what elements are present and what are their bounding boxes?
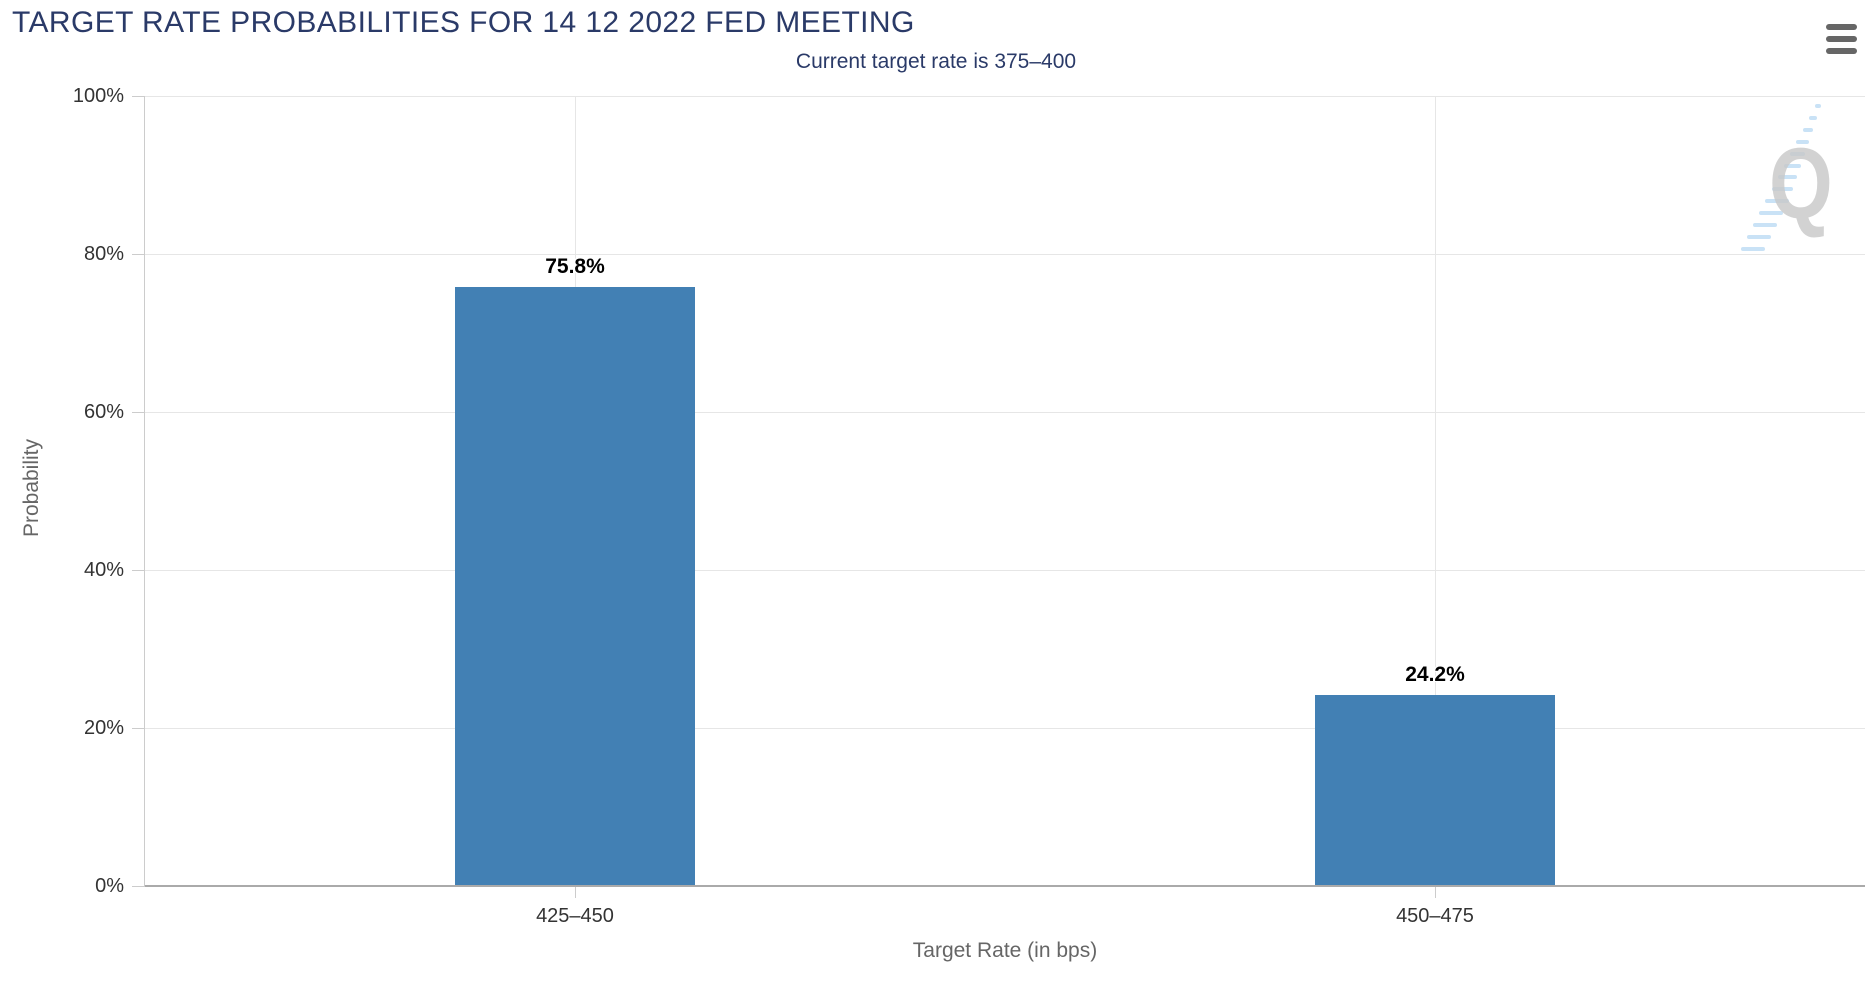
bar-450-475[interactable] xyxy=(1315,694,1555,886)
x-gridline xyxy=(1435,96,1436,886)
x-axis-line xyxy=(145,885,1865,887)
chart-subtitle: Current target rate is 375–400 xyxy=(795,50,1077,73)
watermark-dash xyxy=(1796,139,1809,144)
bar-value-label: 75.8% xyxy=(545,255,605,279)
y-gridline xyxy=(145,411,1865,413)
watermark-dash xyxy=(1753,223,1777,227)
x-axis-tick xyxy=(1435,886,1436,898)
watermark-dash xyxy=(1808,115,1817,120)
x-axis-tick xyxy=(575,886,576,898)
watermark-dash xyxy=(1802,127,1813,132)
watermark-dash xyxy=(1740,246,1765,251)
watermark-dash xyxy=(1765,199,1789,204)
y-gridline xyxy=(145,95,1865,97)
y-axis-label: 100% xyxy=(72,85,124,107)
hamburger-menu-icon[interactable] xyxy=(1826,24,1858,54)
x-axis-title: Target Rate (in bps) xyxy=(912,939,1098,962)
x-axis-label: 425–450 xyxy=(536,905,614,927)
watermark-dash xyxy=(1746,234,1771,239)
watermark-dash xyxy=(1790,151,1805,156)
hamburger-bar xyxy=(1826,48,1857,54)
y-axis-label: 20% xyxy=(83,717,124,739)
watermark-logo: Q xyxy=(1735,100,1865,260)
watermark-dash xyxy=(1815,104,1821,108)
y-axis-label: 40% xyxy=(83,559,124,581)
watermark-dash xyxy=(1777,175,1797,180)
hamburger-bar xyxy=(1826,36,1857,42)
y-gridline xyxy=(145,569,1865,571)
y-axis-tick xyxy=(132,96,145,97)
hamburger-bar xyxy=(1826,24,1857,30)
y-axis-line xyxy=(144,96,145,886)
y-axis-label: 60% xyxy=(83,401,124,423)
y-gridline xyxy=(145,727,1865,729)
watermark-dash xyxy=(1759,211,1784,216)
y-axis-tick xyxy=(132,728,145,729)
bar-value-label: 24.2% xyxy=(1405,662,1465,686)
y-axis-tick xyxy=(132,254,145,255)
y-axis-tick xyxy=(132,412,145,413)
y-gridline xyxy=(145,253,1865,255)
x-axis-label: 450–475 xyxy=(1396,905,1474,927)
y-axis-tick xyxy=(132,570,145,571)
chart-title: TARGET RATE PROBABILITIES FOR 14 12 2022… xyxy=(12,6,915,39)
watermark-dash xyxy=(1784,163,1801,168)
y-axis-label: 0% xyxy=(95,875,124,897)
y-axis-tick xyxy=(132,886,145,887)
bar-425-450[interactable] xyxy=(455,287,695,886)
watermark-dash xyxy=(1771,187,1793,192)
watermark-q-letter: Q xyxy=(1769,128,1833,240)
y-axis-label: 80% xyxy=(83,243,124,265)
